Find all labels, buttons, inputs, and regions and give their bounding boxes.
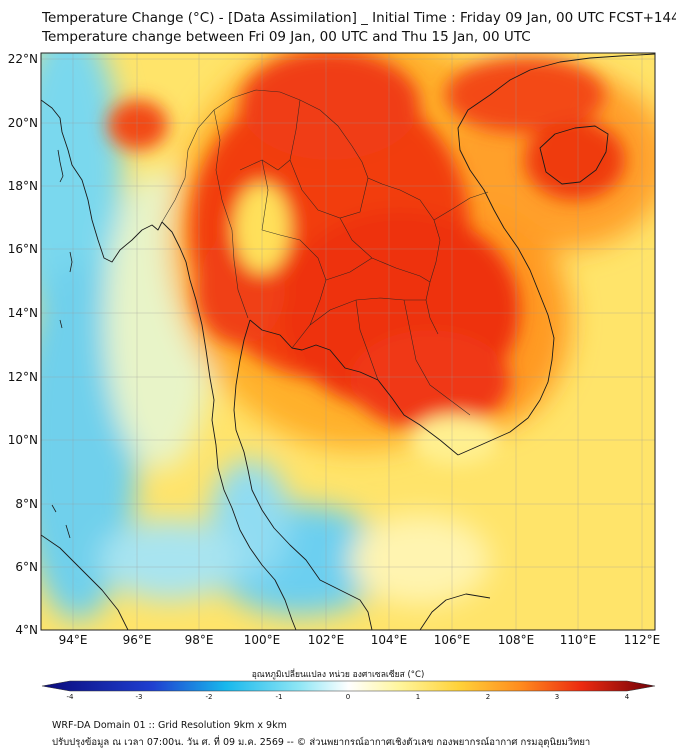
- lon-label: 94°E: [58, 633, 88, 647]
- colorbar-tick: 0: [345, 693, 351, 701]
- graticule: [41, 53, 655, 630]
- map-frame: [40, 52, 656, 631]
- colorbar-tick: 1: [415, 693, 421, 701]
- lon-label: 112°E: [623, 633, 661, 647]
- lat-label: 8°N: [15, 497, 38, 511]
- lon-label: 104°E: [370, 633, 408, 647]
- lat-label: 18°N: [7, 179, 38, 193]
- colorbar-tick: -3: [135, 693, 143, 701]
- lat-label: 14°N: [7, 306, 38, 320]
- colorbar-bar: [41, 680, 656, 692]
- lat-label: 22°N: [7, 52, 38, 66]
- lon-label: 110°E: [559, 633, 597, 647]
- lat-label: 6°N: [15, 560, 38, 574]
- map-title: Temperature Change (°C) - [Data Assimila…: [42, 10, 676, 26]
- map-subtitle: Temperature change between Fri 09 Jan, 0…: [42, 29, 531, 45]
- lon-label: 102°E: [307, 633, 345, 647]
- temperature-field: [41, 53, 655, 630]
- lat-label: 10°N: [7, 433, 38, 447]
- colorbar-tick: 4: [624, 693, 630, 701]
- lon-label: 108°E: [497, 633, 535, 647]
- colorbar-tick: -2: [205, 693, 213, 701]
- lon-label: 106°E: [433, 633, 471, 647]
- lat-label: 20°N: [7, 116, 38, 130]
- coastlines: [41, 53, 655, 630]
- islands: [51, 149, 73, 539]
- lat-label: 4°N: [15, 623, 38, 637]
- lon-label: 98°E: [184, 633, 214, 647]
- colorbar-tick: 2: [485, 693, 491, 701]
- lat-label: 16°N: [7, 242, 38, 256]
- colorbar-tick: 3: [554, 693, 560, 701]
- colorbar: [41, 680, 656, 692]
- colorbar-label: อุณหภูมิเปลี่ยนแปลง หน่วย องศาเซลเซียส (…: [251, 670, 425, 680]
- borders: [161, 89, 489, 416]
- lon-label: 100°E: [243, 633, 281, 647]
- update-info: ปรับปรุงข้อมูล ณ เวลา 07:00น. วัน ศ. ที่…: [52, 737, 591, 748]
- lon-label: 96°E: [122, 633, 152, 647]
- lat-label: 12°N: [7, 370, 38, 384]
- model-info: WRF-DA Domain 01 :: Grid Resolution 9km …: [52, 720, 287, 731]
- colorbar-tick: -4: [66, 693, 74, 701]
- colorbar-tick: -1: [275, 693, 283, 701]
